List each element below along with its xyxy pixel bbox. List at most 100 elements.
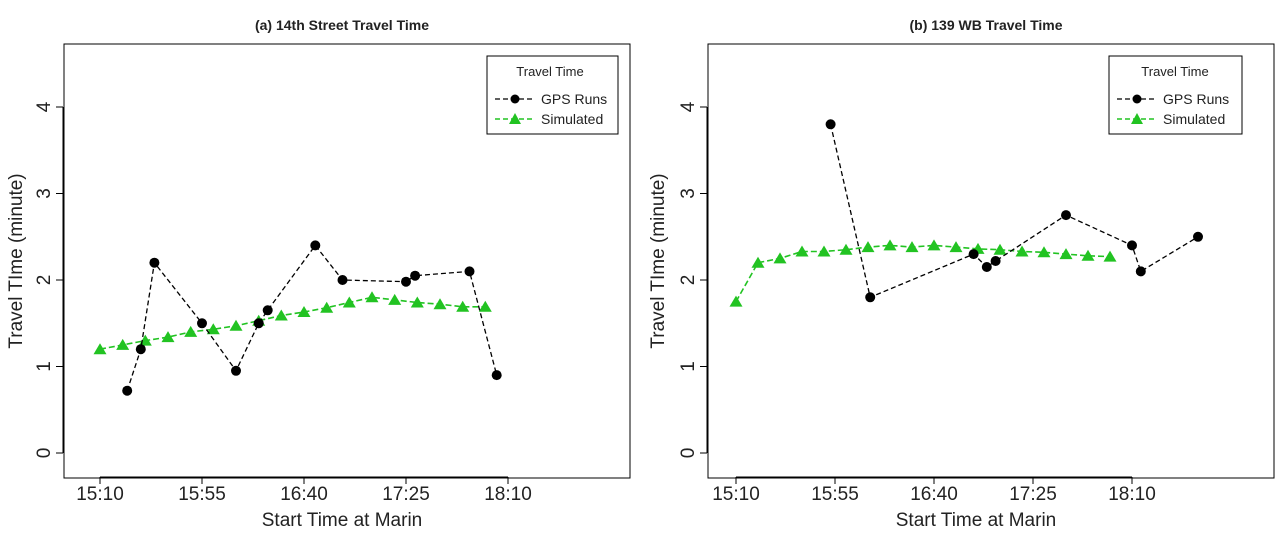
- simulated-point: [206, 323, 220, 335]
- simulated-point: [927, 239, 941, 251]
- simulated-point: [1081, 249, 1095, 261]
- gps-runs-line: [126, 244, 498, 391]
- gps-runs-point: [262, 305, 273, 316]
- gps-runs-point: [1135, 266, 1146, 277]
- simulated-point: [116, 338, 130, 350]
- gps-runs-point: [253, 318, 264, 329]
- simulated-line: [99, 296, 486, 350]
- legend-marker-simulated: [1131, 113, 1143, 124]
- simulated-point: [773, 252, 787, 264]
- legend-label-simulated: Simulated: [1163, 111, 1225, 127]
- legend-label-gps: GPS Runs: [541, 91, 607, 107]
- gps-runs-point: [1127, 240, 1137, 251]
- x-tick-label: 18:10: [484, 484, 532, 505]
- y-tick-label: 0: [34, 448, 55, 459]
- simulated-point: [365, 291, 379, 303]
- legend-title: Travel Time: [516, 64, 583, 79]
- simulated-point: [839, 243, 853, 255]
- simulated-point: [1103, 250, 1117, 262]
- chart-b: (b) 139 WB Travel Time 15:10 15:55 16:40 17…: [648, 17, 1275, 531]
- simulated-point: [161, 331, 175, 343]
- x-tick-label: 17:25: [382, 484, 430, 505]
- x-tick-label: 15:10: [712, 484, 760, 505]
- x-tick-label: 15:55: [811, 484, 859, 505]
- gps-runs-point: [1061, 210, 1071, 221]
- simulated-point: [388, 293, 402, 305]
- simulated-point: [1015, 245, 1029, 257]
- gps-runs-point: [410, 270, 421, 281]
- simulated-point: [795, 245, 809, 257]
- legend-marker-gps: [510, 94, 520, 104]
- y-tick-label: 3: [34, 188, 55, 199]
- y-tick-label: 3: [678, 188, 699, 199]
- simulated-point: [297, 306, 311, 317]
- simulated-point: [342, 296, 356, 308]
- x-axis-label: Start Time at Marin: [896, 510, 1057, 531]
- y-axis-label: Travel TIme (minute): [648, 173, 669, 348]
- simulated-point: [274, 309, 288, 321]
- x-tick-label: 16:40: [280, 484, 328, 505]
- gps-runs-point: [981, 262, 992, 272]
- x-tick-label: 16:40: [910, 484, 958, 505]
- x-tick-label: 15:10: [76, 484, 124, 505]
- plot-frame: [707, 43, 1275, 479]
- gps-runs-point: [1193, 231, 1203, 242]
- series-layer: [93, 240, 502, 396]
- simulated-point: [861, 241, 875, 253]
- chart-title: (a) 14th Street Travel Time: [255, 17, 429, 33]
- simulated-point: [433, 298, 447, 310]
- y-tick-label: 4: [34, 101, 55, 112]
- simulated-point: [883, 239, 897, 251]
- chart-a: (a) 14th Street Travel Time 15:10 15:55 16…: [6, 17, 631, 531]
- x-tick-label: 15:55: [178, 484, 226, 505]
- gps-runs-point: [122, 385, 133, 396]
- chart-title: (b) 139 WB Travel Time: [909, 17, 1062, 33]
- y-tick-label: 0: [678, 448, 699, 459]
- legend-label-simulated: Simulated: [541, 111, 603, 127]
- y-tick-label: 1: [34, 361, 55, 372]
- legend: Travel Time GPS Runs Simulated: [486, 55, 619, 135]
- gps-runs-point: [337, 275, 348, 285]
- legend-box: [486, 55, 619, 135]
- y-tick-label: 2: [34, 275, 55, 286]
- y-tick-label: 4: [678, 101, 699, 112]
- legend-title: Travel Time: [1141, 64, 1208, 79]
- x-tick-label: 17:25: [1009, 484, 1057, 505]
- gps-runs-point: [464, 266, 475, 277]
- simulated-point: [184, 325, 198, 337]
- simulated-point: [1037, 246, 1051, 258]
- x-tick-label: 18:10: [1108, 484, 1156, 505]
- gps-runs-point: [231, 365, 241, 376]
- simulated-point: [905, 241, 919, 253]
- y-axis-label: Travel TIme (minute): [6, 173, 27, 348]
- y-tick-label: 2: [678, 275, 699, 286]
- series-layer: [729, 119, 1203, 307]
- legend-marker-simulated: [509, 113, 521, 124]
- simulated-point: [229, 319, 243, 331]
- gps-runs-point: [401, 276, 411, 287]
- simulated-point: [751, 256, 765, 268]
- gps-runs-point: [149, 257, 160, 268]
- chart-panel-a: (a) 14th Street Travel Time 15:10 15:55 16…: [6, 17, 631, 531]
- chart-panel-b: (b) 139 WB Travel Time 15:10 15:55 16:40 17…: [644, 0, 1288, 560]
- simulated-point: [93, 343, 107, 355]
- gps-runs-point: [197, 318, 207, 329]
- simulated-point: [320, 301, 334, 313]
- simulated-point: [817, 245, 831, 257]
- x-axis-label: Start Time at Marin: [262, 510, 423, 531]
- simulated-point: [478, 300, 492, 312]
- simulated-point: [1059, 248, 1073, 260]
- gps-runs-point: [135, 344, 146, 355]
- gps-runs-point: [310, 240, 321, 251]
- gps-runs-point: [865, 292, 876, 303]
- legend: Travel Time GPS Runs Simulated: [1108, 55, 1243, 135]
- axes: 15:10 15:55 16:40 17:25 18:10 0 1 2 3 4: [34, 101, 532, 505]
- simulated-point: [993, 243, 1007, 255]
- gps-runs-point: [825, 119, 836, 130]
- legend-marker-gps: [1132, 94, 1142, 104]
- plot-frame: [63, 43, 631, 479]
- gps-runs-point: [968, 249, 979, 260]
- gps-runs-point: [491, 370, 502, 381]
- axes: 15:10 15:55 16:40 17:25 18:10 0 1 2 3 4: [678, 101, 1156, 505]
- gps-runs-point: [990, 256, 1001, 266]
